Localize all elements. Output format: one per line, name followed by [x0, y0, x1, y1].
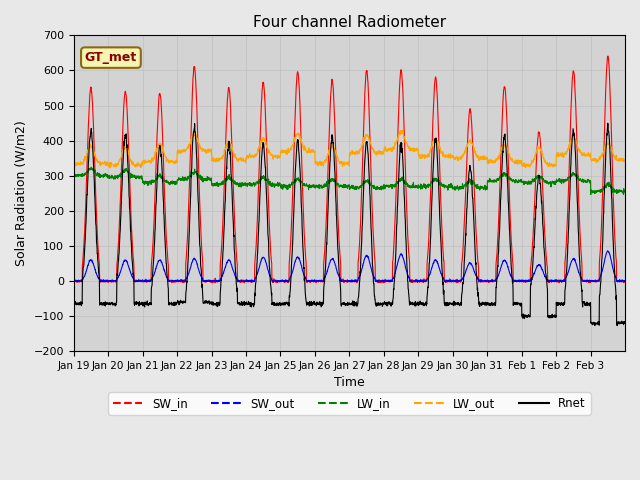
LW_in [244, 180, 252, 186]
SW_in [516, 277, 524, 283]
Rnet [244, 301, 252, 307]
Rnet [591, 323, 598, 328]
LW_out [106, 165, 114, 171]
Legend: SW_in, SW_out, LW_in, LW_out, Rnet: SW_in, SW_out, LW_in, LW_out, Rnet [108, 392, 591, 415]
LW_out [398, 127, 406, 133]
Line: SW_in: SW_in [74, 56, 625, 283]
SW_out [621, 278, 629, 284]
LW_in [125, 171, 133, 177]
SW_out [383, 278, 390, 284]
SW_in [209, 280, 216, 286]
Title: Four channel Radiometer: Four channel Radiometer [253, 15, 446, 30]
SW_out [547, 278, 554, 284]
LW_out [125, 151, 133, 156]
LW_in [383, 183, 390, 189]
Rnet [383, 301, 390, 307]
Rnet [70, 300, 77, 306]
LW_in [88, 164, 95, 170]
Line: SW_out: SW_out [74, 251, 625, 282]
SW_in [614, 279, 621, 285]
Text: GT_met: GT_met [85, 51, 137, 64]
LW_in [587, 192, 595, 197]
SW_out [125, 265, 133, 271]
LW_out [621, 159, 629, 165]
LW_out [547, 161, 555, 167]
X-axis label: Time: Time [334, 376, 365, 389]
SW_out [614, 278, 621, 284]
SW_in [383, 279, 390, 285]
LW_in [516, 178, 524, 183]
Line: Rnet: Rnet [74, 123, 625, 325]
Y-axis label: Solar Radiation (W/m2): Solar Radiation (W/m2) [15, 120, 28, 266]
LW_out [244, 153, 252, 159]
SW_out [516, 278, 524, 284]
Rnet [604, 120, 612, 126]
Rnet [621, 321, 629, 326]
SW_in [70, 278, 77, 284]
LW_out [383, 147, 390, 153]
LW_in [614, 188, 621, 193]
SW_in [244, 279, 252, 285]
LW_in [621, 189, 629, 195]
SW_out [98, 279, 106, 285]
SW_out [244, 278, 252, 284]
LW_in [547, 179, 554, 185]
LW_out [516, 161, 524, 167]
LW_out [614, 157, 621, 163]
SW_out [604, 248, 611, 254]
SW_in [604, 53, 612, 59]
LW_out [70, 161, 77, 167]
SW_in [125, 152, 132, 158]
Rnet [547, 313, 554, 319]
SW_in [621, 278, 629, 284]
Rnet [515, 301, 523, 307]
LW_in [70, 172, 77, 178]
Rnet [614, 321, 621, 327]
Rnet [125, 182, 132, 188]
Line: LW_out: LW_out [74, 130, 625, 168]
SW_out [70, 278, 77, 284]
SW_in [547, 278, 554, 284]
Line: LW_in: LW_in [74, 167, 625, 194]
